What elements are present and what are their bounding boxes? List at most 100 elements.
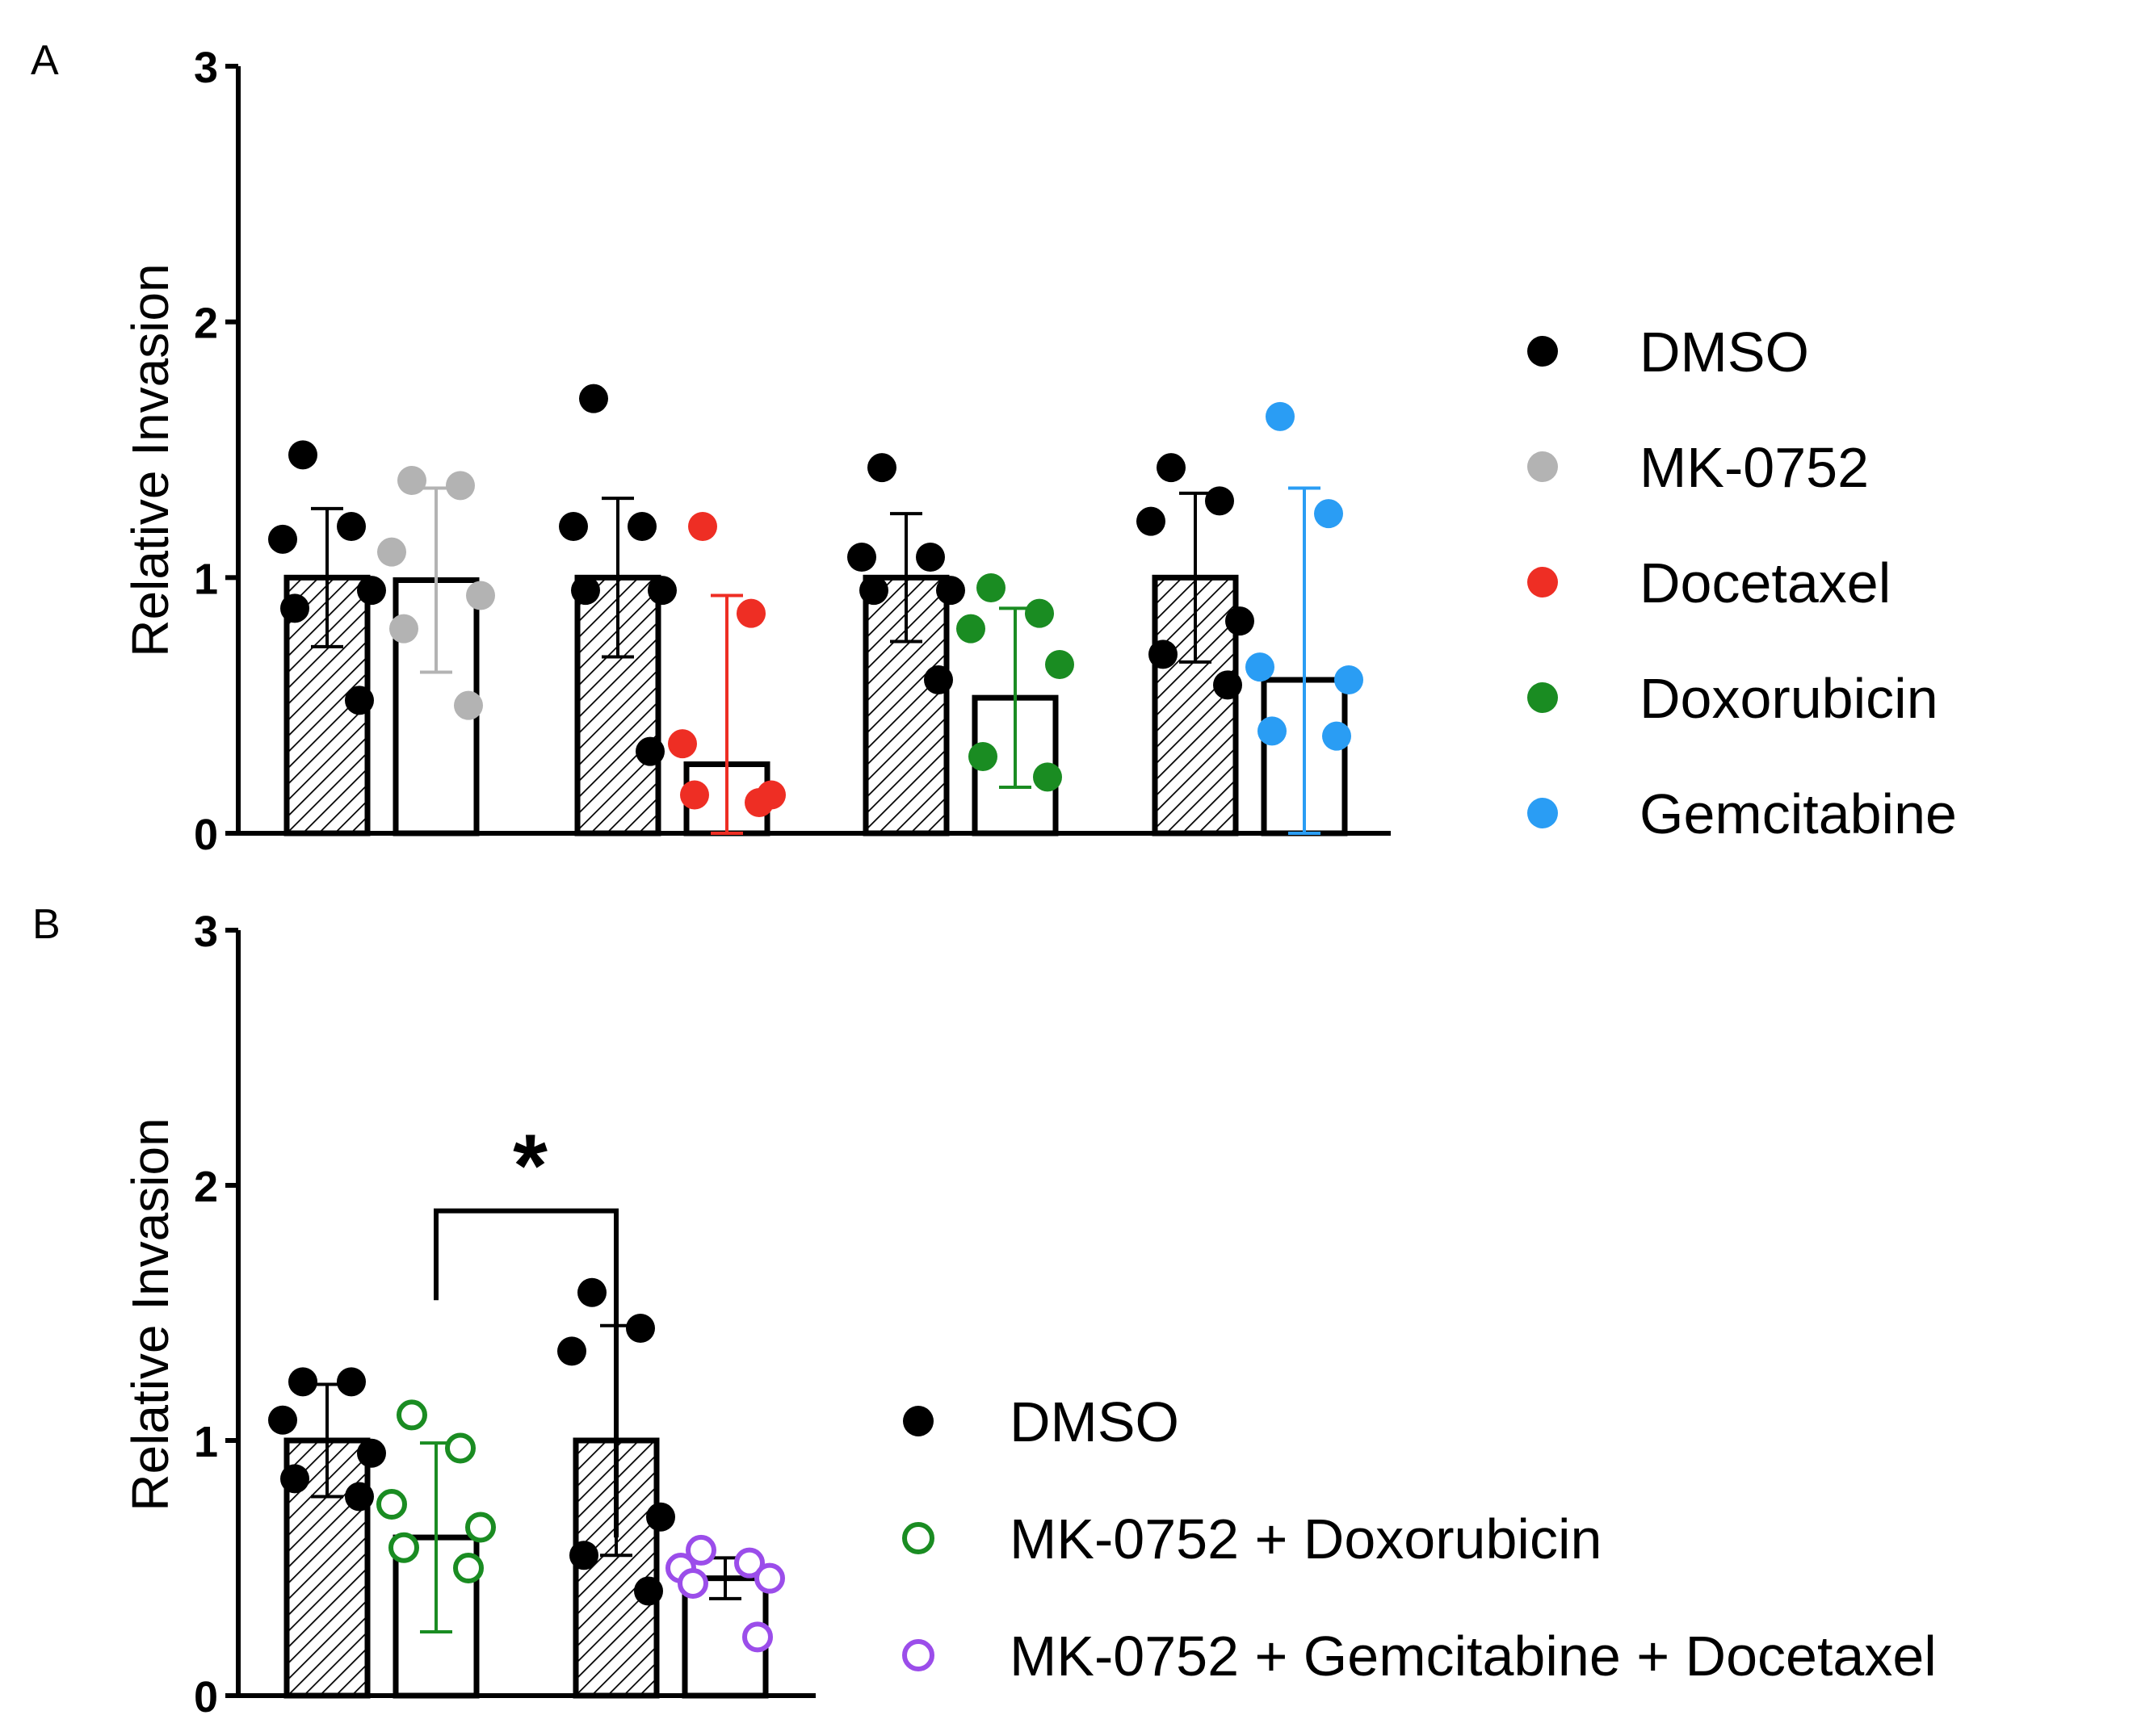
panel-b-data-point [388,1532,419,1563]
panel-b-letter: B [32,901,61,948]
panel-b-data-point [646,1502,675,1532]
panel-b-data-point [742,1621,773,1653]
panel-b-data-point [626,1313,655,1343]
panel-a-data-point [648,576,677,606]
panel-a-legend: DMSO MK-0752 Docetaxel Doxorubicin Gemcitabi… [1527,321,1957,845]
panel-a-data-point [280,593,309,623]
legend-label: Doxorubicin [1639,667,1938,730]
panel-a-data-point [446,471,475,501]
panel-a-data-point [377,537,406,567]
panel-b-error-bars [311,1323,741,1633]
panel-a-data-point [976,573,1006,602]
panel-a-data-point [1314,499,1343,529]
panel-a-data-point [1025,598,1054,628]
significance-star: * [513,1117,548,1216]
legend-label: MK-0752 [1639,436,1869,499]
panel-a-data-point [337,512,366,541]
panel-a-data-point [288,440,317,470]
panel-b-data-point [634,1576,663,1606]
panel-a-data-point [628,512,657,541]
legend-marker-icon [903,1406,934,1436]
panel-b-y-ticks: 0 1 2 3 [194,908,238,1721]
panel-b-data-point [569,1541,598,1570]
panel-b-significance: * [434,1117,619,1538]
legend-label: MK-0752 + Gemcitabine + Docetaxel [1010,1625,1937,1688]
panel-a-data-point [397,466,426,495]
panel-a-y-tick-label: 1 [194,555,218,603]
panel-a-data-point [688,512,717,541]
panel-a-data-point [956,614,985,644]
panel-a-data-point [389,614,418,644]
panel-a-data-point [579,384,608,413]
panel-a-points [268,384,1363,817]
panel-b-data-point [337,1367,366,1397]
panel-a-data-point [668,729,697,759]
panel-a-data-point [968,742,997,771]
legend-label: Docetaxel [1639,551,1891,614]
panel-a-data-point [680,780,709,810]
panel-a-data-point [867,453,896,483]
panel-a-data-point [737,598,766,628]
legend-marker-icon [1527,451,1558,482]
panel-b-data-point [280,1464,309,1494]
panel-b-legend: DMSO MK-0752 + Doxorubicin MK-0752 + Gemci… [902,1390,1937,1688]
panel-b-y-tick-label: 2 [194,1163,218,1211]
panel-b-data-point [376,1489,407,1520]
legend-label: Gemcitabine [1639,782,1957,845]
panel-b-points [268,1277,785,1653]
legend-marker-icon [1527,682,1558,713]
panel-a-data-point [345,686,374,715]
panel-b-data-point [445,1432,476,1464]
panel-b-y-axis-title: Relative Invasion [121,1117,179,1511]
panel-a-data-point [357,576,386,606]
panel-a-y-tick-label: 3 [194,44,218,92]
panel-b-data-point [577,1277,607,1307]
panel-a-y-ticks: 0 1 2 3 [194,44,238,859]
panel-a-data-point [936,576,965,606]
panel-a-data-point [1136,506,1165,536]
legend-marker-icon [902,1522,934,1554]
panel-b-data-point [357,1438,386,1468]
panel-a-y-tick-label: 2 [194,300,218,348]
panel-a-data-point [1205,486,1234,516]
panel-a-data-point [924,665,953,694]
panel-b-data-point [465,1512,496,1543]
panel-a-data-point [636,736,665,766]
panel-a-data-point [1334,665,1363,694]
panel-a-data-point [1225,606,1254,636]
legend-marker-icon [1527,798,1558,828]
panel-a-error-bars [311,486,1320,835]
panel-a-letter: A [31,37,59,84]
panel-b-data-point [734,1547,765,1579]
panel-b-data-point [557,1336,586,1366]
panel-b-y-tick-label: 0 [194,1673,218,1721]
legend-marker-icon [1527,567,1558,598]
legend-label: DMSO [1639,321,1809,384]
legend-label: MK-0752 + Doxorubicin [1010,1507,1602,1570]
panel-a-data-point [466,581,495,610]
panel-a-chart: A Relative Invasion 0 1 2 3 DMSO MK-0752 Doce… [31,37,1957,859]
panel-b-data-point [686,1534,716,1566]
panel-b-data-point [754,1562,785,1594]
panel-a-data-point [859,576,888,606]
panel-b-y-tick-label: 3 [194,908,218,956]
panel-a-data-point [1045,650,1074,679]
panel-a-bars [283,574,1348,837]
legend-marker-icon [902,1639,934,1671]
panel-b-data-point [397,1399,427,1431]
panel-b-data-point [453,1553,484,1583]
panel-a-data-point [1148,639,1178,669]
panel-a-data-point [268,524,297,554]
panel-a-data-point [1266,401,1295,431]
panel-a-y-tick-label: 0 [194,811,218,859]
panel-a-data-point [1033,762,1062,792]
panel-a-data-point [1213,670,1242,700]
panel-a-data-point [1157,453,1186,483]
panel-b-y-tick-label: 1 [194,1418,218,1466]
panel-b-chart: B Relative Invasion 0 1 2 3 * DMSO MK-0752 +… [32,901,1937,1721]
panel-a-data-point [1257,716,1287,746]
significance-bracket [434,1208,619,1538]
panel-a-data-point [559,512,588,541]
legend-marker-icon [1527,336,1558,367]
